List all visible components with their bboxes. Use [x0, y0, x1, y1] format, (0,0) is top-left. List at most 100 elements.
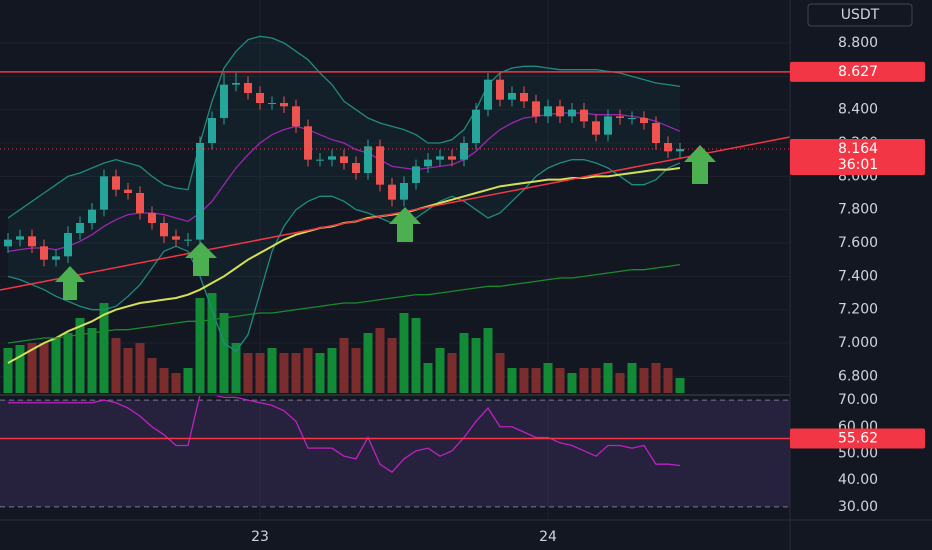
candle-body [232, 83, 240, 85]
rsi-pane [0, 396, 790, 508]
volume-bar [75, 318, 85, 393]
candle-body [4, 239, 12, 247]
candle-body [352, 163, 360, 173]
candle-body [28, 236, 36, 247]
up-arrow [684, 145, 716, 184]
volume-bar [435, 348, 445, 393]
volume-bar [27, 343, 37, 393]
indicator-line [7, 264, 681, 344]
volume-bar [591, 368, 601, 393]
volume-bar [375, 328, 385, 393]
up-arrow [185, 242, 217, 276]
volume-bar [291, 353, 301, 393]
indicator-line [7, 159, 681, 353]
candle-body [652, 123, 660, 143]
candle-body [184, 239, 192, 241]
volume-bar [567, 373, 577, 393]
last-price-label: 8.164 [838, 141, 878, 157]
volume-bar [531, 368, 541, 393]
candle-body [304, 126, 312, 160]
y-tick-label: 30.00 [838, 499, 878, 515]
volume-bar [171, 373, 181, 393]
volume-bar [627, 363, 637, 393]
volume-bar [123, 348, 133, 393]
rsi-level-badge [790, 428, 925, 449]
candle-body [64, 233, 72, 257]
candle-body [328, 156, 336, 160]
rsi-line [8, 396, 681, 474]
indicator-line [7, 35, 681, 219]
candle-body [136, 193, 144, 213]
currency: USDT [841, 7, 880, 23]
candle-body [520, 93, 528, 102]
axes: USDT 8.8008.6008.4008.2008.0007.8007.600… [251, 3, 925, 545]
candle-body [604, 116, 612, 135]
candle-body [112, 176, 120, 190]
candle-body [568, 109, 576, 117]
candle-body [88, 209, 96, 223]
volume-bar [423, 363, 433, 393]
volume-bar [159, 368, 169, 393]
candle-body [388, 184, 396, 200]
candle-body [208, 118, 216, 143]
volume-bar [327, 348, 337, 393]
volume-bar [207, 293, 217, 393]
volume-bar [351, 348, 361, 393]
volume-bar [243, 353, 253, 393]
volume-bar [195, 298, 205, 393]
candle-body [616, 116, 624, 118]
candle-body [508, 93, 516, 100]
y-tick-label: 7.400 [838, 268, 878, 284]
candle-body [484, 79, 492, 110]
volume-bar [15, 345, 25, 393]
volume-bar [399, 313, 409, 393]
volume-bar [51, 338, 61, 393]
candle-body [556, 106, 564, 117]
x-tick-label: 24 [539, 529, 557, 545]
rsi-band [0, 400, 790, 507]
volume-bar [111, 338, 121, 393]
candle-body [256, 93, 264, 103]
volume-bar [651, 363, 661, 393]
candle-body [220, 84, 228, 118]
volume-bar [519, 368, 529, 393]
volume-bar [39, 343, 49, 393]
candle-body [244, 83, 252, 93]
candle-body [340, 156, 348, 163]
volume-bar [87, 328, 97, 393]
volume-bar [183, 368, 193, 393]
volume-bar [495, 353, 505, 393]
last-price-badge [790, 139, 925, 175]
volume-bar [279, 353, 289, 393]
y-tick-label: 7.600 [838, 235, 878, 251]
candle-body [268, 103, 276, 104]
candle-body [172, 236, 180, 240]
volume-bar [255, 353, 265, 393]
volume-bar [99, 303, 109, 393]
candle-body [436, 156, 444, 160]
volume-bar [579, 368, 589, 393]
y-tick-label: 50.00 [838, 445, 878, 461]
volume-bar [387, 338, 397, 393]
y-tick-label: 70.00 [838, 392, 878, 408]
up-arrow [55, 266, 85, 300]
volume-bar [639, 368, 649, 393]
volume-bar [135, 343, 145, 393]
candle-body [124, 189, 132, 193]
y-tick-label: 6.800 [838, 368, 878, 384]
y-tick-label: 7.800 [838, 202, 878, 218]
volume-bar [219, 313, 229, 393]
x-tick-label: 23 [251, 529, 269, 545]
y-tick-label: 40.00 [838, 472, 878, 488]
candle-body [76, 223, 84, 233]
trend-line [0, 136, 791, 291]
volume-bar [507, 368, 517, 393]
volume-bar [543, 363, 553, 393]
currency-badge [807, 3, 913, 27]
volume-bar [63, 333, 73, 393]
candle-body [16, 236, 24, 240]
volume-bar [411, 318, 421, 393]
candle-body [592, 121, 600, 135]
